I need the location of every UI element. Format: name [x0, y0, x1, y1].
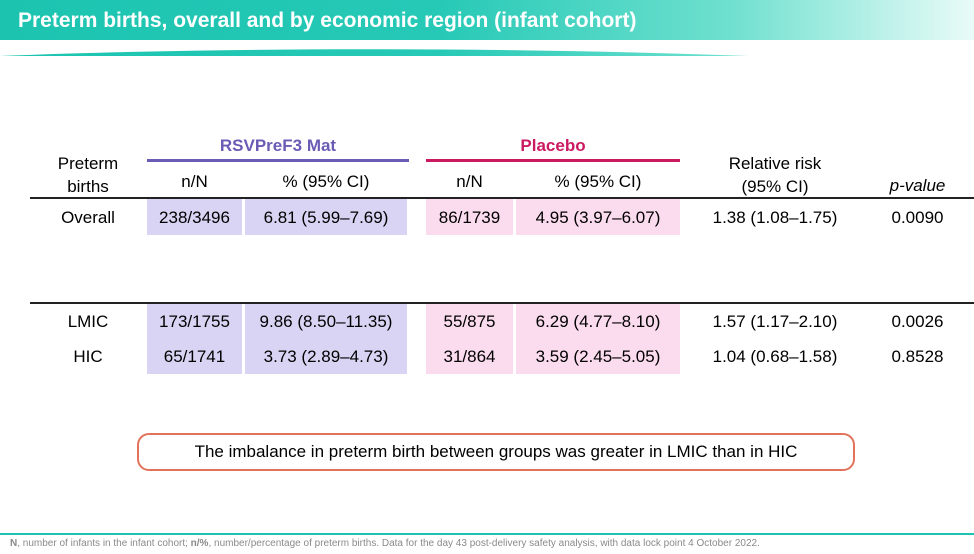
pl-pct-bg-regions: [516, 304, 680, 374]
rsv-group-header: RSVPreF3 Mat: [219, 136, 337, 155]
row-label-lmic: LMIC: [67, 312, 109, 331]
hic-p: 0.8528: [891, 347, 944, 366]
rr-header: Relative risk (95% CI): [728, 154, 822, 196]
callout-text: The imbalance in preterm birth between g…: [194, 442, 798, 461]
rsv-pct-bg-overall: [245, 199, 407, 235]
row-label-overall: Overall: [61, 208, 115, 227]
footer-rule: [0, 533, 974, 535]
overall-rr: 1.38 (1.08–1.75): [712, 208, 838, 227]
lmic-rsv-pct: 9.86 (8.50–11.35): [259, 312, 393, 331]
p-header: p-value: [889, 176, 946, 195]
overall-pl-n: 86/1739: [438, 208, 501, 227]
overall-pl-pct: 4.95 (3.97–6.07): [535, 208, 661, 227]
banner-curve: [0, 40, 974, 68]
rsv-pct-header: % (95% CI): [282, 172, 370, 191]
hic-rr: 1.04 (0.68–1.58): [712, 347, 838, 366]
header-rule: [30, 197, 974, 199]
row-label-hic: HIC: [73, 347, 103, 366]
hic-pl-pct: 3.59 (2.45–5.05): [535, 347, 661, 366]
page-title: Preterm births, overall and by economic …: [18, 9, 637, 32]
region-rule: [30, 302, 974, 304]
lmic-pl-pct: 6.29 (4.77–8.10): [535, 312, 661, 331]
rsv-n-bg-regions: [147, 304, 242, 374]
hic-rsv-n: 65/1741: [163, 347, 226, 366]
pl-pct-bg-overall: [516, 199, 680, 235]
footnote-np-abbrev: n/%: [190, 538, 209, 549]
hic-rsv-pct: 3.73 (2.89–4.73): [263, 347, 389, 366]
hic-pl-n: 31/864: [443, 347, 496, 366]
rsv-n-header: n/N: [181, 172, 208, 191]
lmic-rr: 1.57 (1.17–2.10): [712, 312, 838, 331]
row-header: Preterm births: [57, 154, 119, 196]
footnote-np-def: , number/percentage of preterm births. D…: [208, 538, 760, 549]
lmic-rsv-n: 173/1755: [159, 312, 230, 331]
lmic-pl-n: 55/875: [443, 312, 496, 331]
overall-rsv-pct: 6.81 (5.99–7.69): [263, 208, 389, 227]
footnote: N, number of infants in the infant cohor…: [10, 538, 760, 549]
overall-rsv-n: 238/3496: [159, 208, 230, 227]
placebo-group-header: Placebo: [520, 136, 586, 155]
placebo-group-rule: [426, 159, 680, 162]
rsv-pct-bg-regions: [245, 304, 407, 374]
key-finding-callout: The imbalance in preterm birth between g…: [137, 433, 855, 471]
lmic-p: 0.0026: [891, 312, 944, 331]
pl-pct-header: % (95% CI): [554, 172, 642, 191]
pl-n-header: n/N: [456, 172, 483, 191]
footnote-n-abbrev: N: [10, 538, 18, 549]
rsv-group-rule: [147, 159, 409, 162]
pl-n-bg-regions: [426, 304, 513, 374]
overall-p: 0.0090: [891, 208, 944, 227]
footnote-n-def: , number of infants in the infant cohort…: [17, 538, 191, 549]
pl-n-bg-overall: [426, 199, 513, 235]
rsv-n-bg-overall: [147, 199, 242, 235]
